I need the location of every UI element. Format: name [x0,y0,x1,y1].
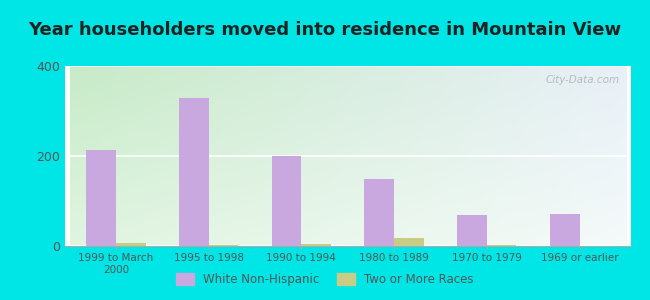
Bar [394,238,424,246]
Bar [487,245,517,246]
Bar [179,98,209,246]
Bar [209,245,239,246]
Bar [457,214,487,246]
Bar [302,244,331,246]
Text: City-Data.com: City-Data.com [545,75,619,85]
Bar [365,178,394,246]
Bar [550,214,580,246]
Bar [116,243,146,246]
Text: Year householders moved into residence in Mountain View: Year householders moved into residence i… [29,21,621,39]
Bar [272,156,302,246]
Legend: White Non-Hispanic, Two or More Races: White Non-Hispanic, Two or More Races [172,268,478,291]
Bar [86,150,116,246]
